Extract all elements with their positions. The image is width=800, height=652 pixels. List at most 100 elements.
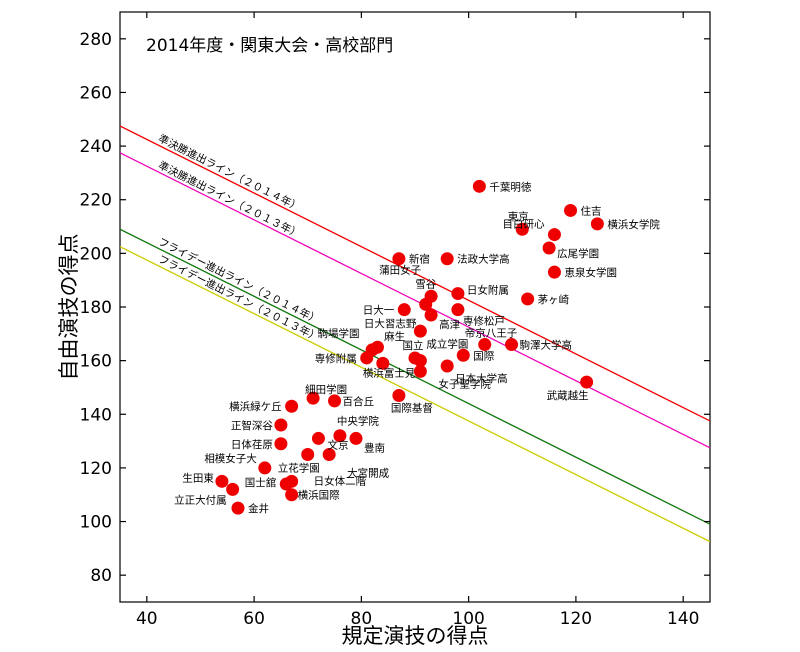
data-point-label: 日体荏原 <box>231 439 273 451</box>
data-point-label: 文京 <box>327 438 348 451</box>
data-point <box>451 303 465 317</box>
x-tick-label: 60 <box>243 609 265 629</box>
y-tick-label: 180 <box>80 298 112 318</box>
data-point-label: 茅ヶ崎 <box>538 293 570 306</box>
data-point-label: 国士舘 <box>245 476 277 489</box>
data-point <box>360 351 374 365</box>
data-point-label: 生田東 <box>182 471 214 484</box>
y-tick-label: 200 <box>80 244 112 264</box>
data-point <box>392 252 406 266</box>
data-point <box>419 297 433 311</box>
y-tick-label: 100 <box>80 513 112 533</box>
data-point-label: 立花学園 <box>278 462 320 475</box>
data-point <box>451 287 465 301</box>
data-point-label: 日本大学高 <box>455 372 508 385</box>
data-point-label: 細田学園 <box>305 383 347 396</box>
data-point <box>505 338 519 352</box>
data-point <box>306 391 320 405</box>
data-point-label: 相模女子大 <box>204 452 257 465</box>
y-tick-label: 80 <box>90 566 112 586</box>
data-point <box>440 252 454 266</box>
threshold-line-label: フライデー進出ライン（２０１４年） <box>156 235 321 326</box>
data-point <box>274 418 288 432</box>
data-point-label: 法政大学高 <box>457 253 510 266</box>
data-point-label: 新宿 <box>409 253 430 266</box>
data-point <box>322 448 336 461</box>
data-point <box>413 324 427 338</box>
data-point-label: 中央学院 <box>337 415 379 428</box>
data-point-label: 正智深谷 <box>231 419 273 432</box>
threshold-line-label: フライデー進出ライン（２０１３年） <box>156 253 321 344</box>
y-axis-label: 自由演技の得点 <box>57 234 81 381</box>
data-point-label: 日女附属 <box>467 284 509 297</box>
data-point <box>274 437 288 451</box>
data-point-label: 千葉明徳 <box>489 180 531 193</box>
data-point-label: 金井 <box>248 502 269 515</box>
y-tick-label: 240 <box>80 137 112 157</box>
data-point-label: 恵泉女学園 <box>564 266 617 279</box>
data-point <box>301 448 315 461</box>
data-point <box>542 241 556 255</box>
data-point-label: 東京 <box>508 210 529 223</box>
data-point-label: 住吉 <box>581 204 602 217</box>
data-point <box>580 375 594 389</box>
y-tick-label: 160 <box>80 352 112 372</box>
data-point-label: 横浜国際 <box>298 489 340 502</box>
data-point-label: 目白研心 <box>502 218 544 231</box>
data-point <box>413 364 427 378</box>
data-point-label: 豊南 <box>364 441 385 454</box>
y-tick-label: 260 <box>80 83 112 103</box>
data-point-label: 麻生 <box>384 330 405 343</box>
data-point-label: 立正大付属 <box>174 493 227 506</box>
data-point-label: 女子聖学院 <box>438 377 491 390</box>
x-tick-label: 140 <box>667 609 699 629</box>
threshold-line <box>120 152 710 449</box>
data-point <box>478 338 492 352</box>
data-point <box>413 354 427 368</box>
data-point <box>226 482 240 496</box>
data-point <box>392 389 406 402</box>
data-point-label: 専修松戸 <box>463 315 505 328</box>
data-point-label: 広尾学園 <box>557 247 599 260</box>
data-point <box>440 359 454 373</box>
data-point-label: 横浜女学院 <box>607 218 660 231</box>
x-tick-label: 100 <box>452 609 484 629</box>
data-point-label: 横浜富士見 <box>363 366 416 379</box>
data-point <box>311 431 325 445</box>
plot-frame <box>119 11 711 603</box>
data-point <box>472 179 486 193</box>
data-point-label: 百合丘 <box>343 395 375 408</box>
data-point-label: 国際 <box>473 350 494 362</box>
data-point-label: 国際基督 <box>391 402 433 415</box>
y-tick-label: 140 <box>80 405 112 425</box>
data-point <box>349 431 363 445</box>
data-point-label: 帝京八王子 <box>465 327 518 340</box>
data-point <box>521 292 535 306</box>
x-tick-label: 80 <box>351 609 373 629</box>
data-point-label: 武蔵越生 <box>547 389 589 402</box>
data-point <box>590 217 604 231</box>
data-point-label: 日女体二階 <box>314 474 367 487</box>
y-tick-label: 280 <box>80 30 112 50</box>
data-point <box>328 394 342 408</box>
data-point-label: 駒場学園 <box>317 327 359 340</box>
data-point <box>285 488 299 502</box>
data-point-label: 高津 <box>439 318 460 331</box>
data-point-label: 雪谷 <box>415 278 436 290</box>
data-point <box>231 501 245 515</box>
data-point <box>333 429 347 443</box>
x-tick-label: 40 <box>136 609 158 629</box>
data-point-label: 専修附属 <box>315 352 357 365</box>
threshold-line <box>120 246 710 543</box>
data-point <box>547 265 561 279</box>
data-point <box>397 303 411 317</box>
data-point-label: 駒澤大学高 <box>520 339 573 352</box>
data-point-label: 横浜緑ケ丘 <box>229 400 282 413</box>
y-tick-label: 220 <box>80 191 112 211</box>
data-point <box>376 356 390 370</box>
data-point <box>279 477 293 491</box>
x-axis-label: 規定演技の得点 <box>342 624 489 648</box>
data-point <box>215 474 229 488</box>
chart-title: 2014年度・関東大会・高校部門 <box>146 36 393 56</box>
